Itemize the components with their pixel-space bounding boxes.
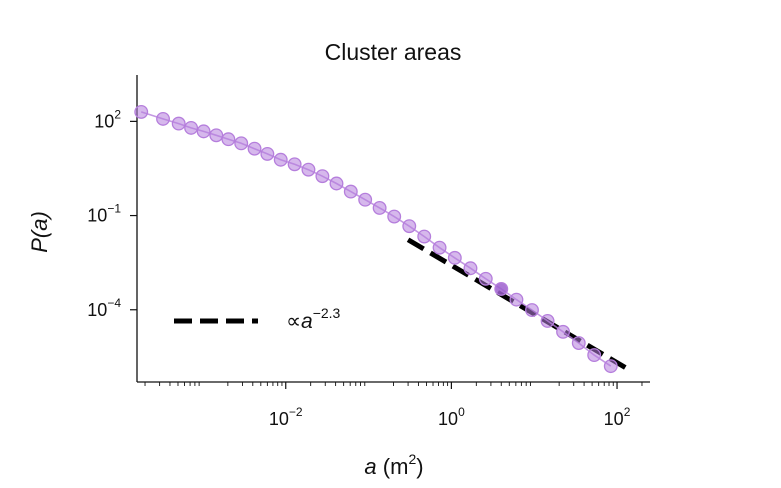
series-line (140, 111, 612, 367)
data-point (571, 336, 586, 351)
y-tick-label: 10−4 (87, 296, 121, 320)
data-point (372, 200, 387, 215)
data-point (196, 124, 211, 139)
data-point (209, 128, 224, 143)
y-tick-label: 102 (94, 107, 121, 131)
chart-title: Cluster areas (325, 39, 462, 65)
data-point (525, 303, 539, 317)
y-axis-label: P(a) (27, 211, 52, 253)
x-tick-label: 100 (438, 405, 465, 429)
x-tick-label: 10−2 (269, 405, 303, 429)
data-point (329, 176, 344, 191)
data-point (301, 162, 316, 177)
x-axis-label-rest: (m (377, 454, 409, 479)
data-point (494, 281, 509, 296)
data-point (463, 261, 478, 276)
x-axis-label-close: ) (416, 454, 423, 479)
data-point (156, 111, 170, 126)
legend-exponent: −2.3 (313, 305, 341, 321)
data-point (234, 136, 249, 151)
legend-proportional-symbol: ∝ (286, 310, 301, 333)
data-point (402, 219, 417, 234)
data-point (260, 146, 275, 161)
data-point (184, 120, 199, 135)
data-point (273, 152, 288, 167)
data-point (587, 348, 602, 363)
axis-ticks: 10−2 100 102 102 10−1 10−4 (87, 107, 643, 429)
data-point (540, 313, 555, 328)
data-point (221, 132, 236, 147)
data-point (315, 169, 330, 184)
data-point (509, 292, 524, 307)
legend-label: ∝a−2.3 (286, 305, 341, 333)
data-points-layer (134, 104, 618, 374)
data-point (432, 240, 447, 255)
x-axis-label: a (m2) (364, 451, 423, 479)
y-tick-label: 10−1 (87, 202, 121, 226)
x-tick-label: 102 (604, 405, 631, 429)
data-point (387, 209, 402, 224)
data-point (478, 271, 493, 286)
x-axis-label-var: a (364, 454, 376, 479)
data-point (247, 141, 262, 156)
data-point (358, 192, 373, 207)
data-point (556, 324, 571, 339)
plot-area: 10−2 100 102 102 10−1 10−4 (87, 75, 650, 429)
data-point (287, 157, 302, 172)
data-point (417, 229, 432, 244)
data-point (447, 250, 462, 265)
legend: ∝a−2.3 (174, 305, 341, 333)
data-point (343, 184, 358, 199)
data-point (134, 104, 149, 119)
data-point (603, 359, 618, 374)
x-axis-label-sup: 2 (408, 451, 416, 467)
legend-variable: a (301, 310, 313, 333)
data-point (171, 116, 186, 131)
